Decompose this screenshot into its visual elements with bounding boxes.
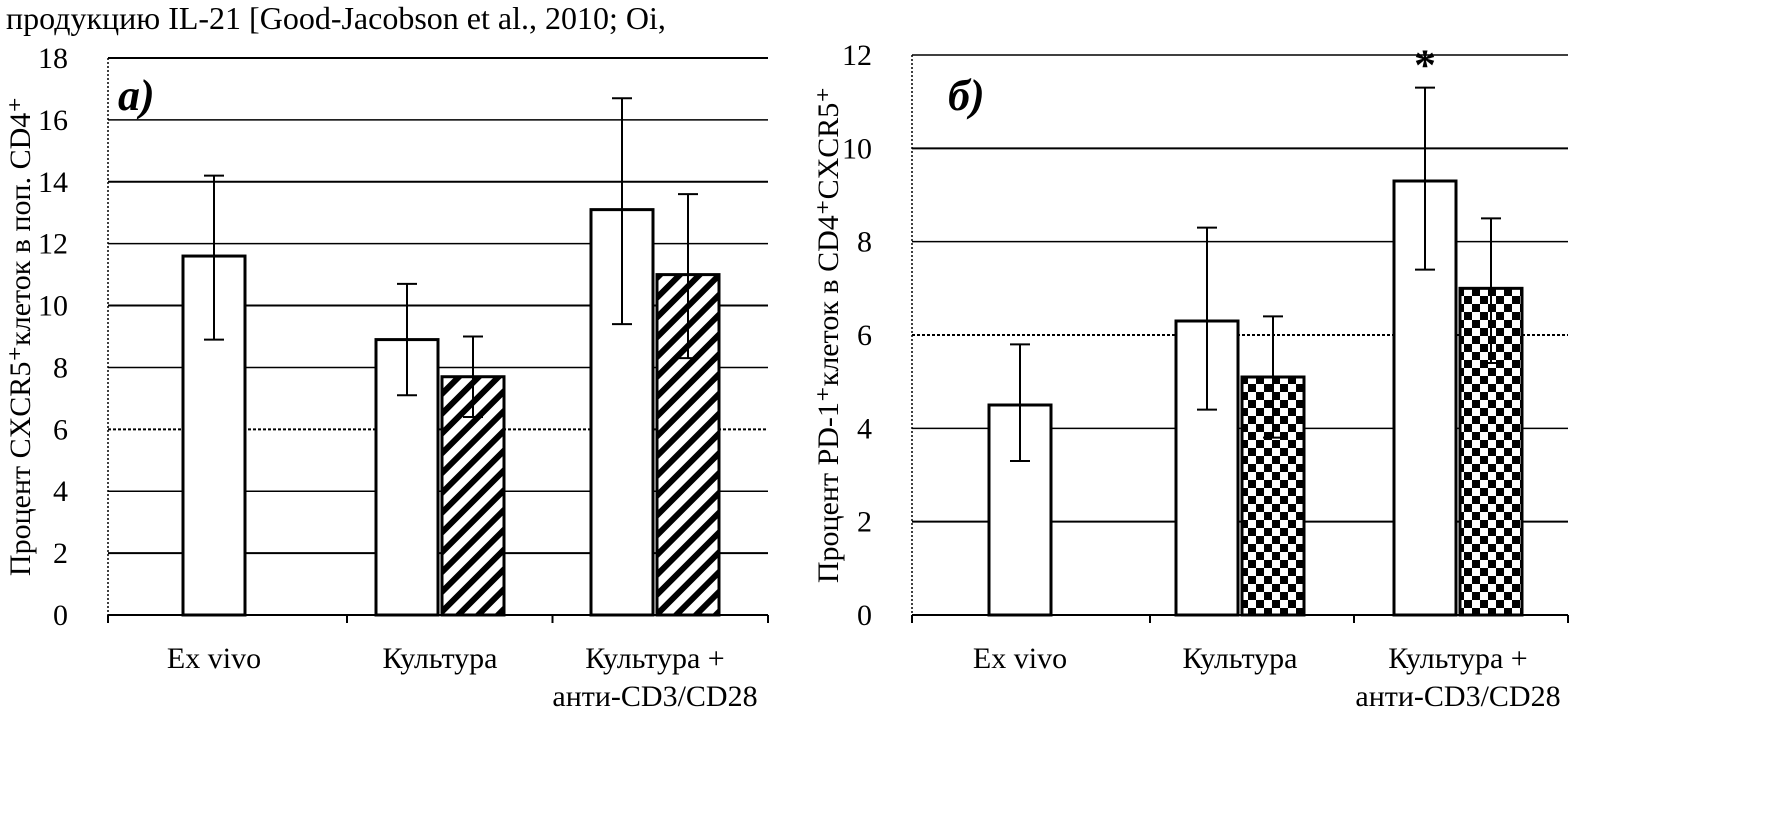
y-tick-label: 4 — [53, 475, 68, 508]
y-tick-label: 0 — [857, 599, 872, 632]
y-tick-label: 12 — [38, 228, 68, 261]
y-tick-label: 0 — [53, 599, 68, 632]
y-tick-label: 4 — [857, 412, 872, 445]
chart-panel-b: 0 2 4 6 8 10 12 Процент PD-1⁺клеток в CD4⁺CXCR5… — [812, 39, 1569, 713]
y-tick-label: 16 — [38, 104, 68, 137]
panel-label: б) — [948, 71, 985, 120]
x-category-label: анти-CD3/CD28 — [552, 680, 757, 713]
y-tick-label: 14 — [38, 166, 68, 199]
y-axis-label: Процент PD-1⁺клеток в CD4⁺CXCR5⁺ — [812, 87, 845, 583]
x-category-label: Культура — [1183, 642, 1298, 675]
significance-marker: * — [1414, 41, 1436, 90]
y-tick-label: 10 — [842, 132, 872, 165]
x-category-label: Культура + — [585, 642, 724, 675]
x-category-label: Ex vivo — [973, 642, 1067, 675]
x-category-label: Культура — [383, 642, 498, 675]
y-axis-label: Процент CXCR5⁺клеток в поп. CD4⁺ — [4, 97, 37, 576]
y-tick-label: 8 — [53, 351, 68, 384]
x-category-label: Ex vivo — [167, 642, 261, 675]
y-tick-label: 6 — [53, 413, 68, 446]
y-tick-label: 8 — [857, 226, 872, 259]
y-tick-label: 10 — [38, 290, 68, 323]
panel-label: а) — [118, 71, 155, 120]
y-tick-label: 12 — [842, 39, 872, 72]
x-category-label: анти-CD3/CD28 — [1355, 680, 1560, 713]
y-tick-label: 2 — [53, 537, 68, 570]
y-tick-label: 18 — [38, 42, 68, 75]
y-tick-label: 2 — [857, 506, 872, 539]
page-header-text: продукцию IL-21 [Good-Jacobson et al., 2… — [6, 0, 666, 36]
x-category-label: Культура + — [1388, 642, 1527, 675]
y-tick-label: 6 — [857, 319, 872, 352]
